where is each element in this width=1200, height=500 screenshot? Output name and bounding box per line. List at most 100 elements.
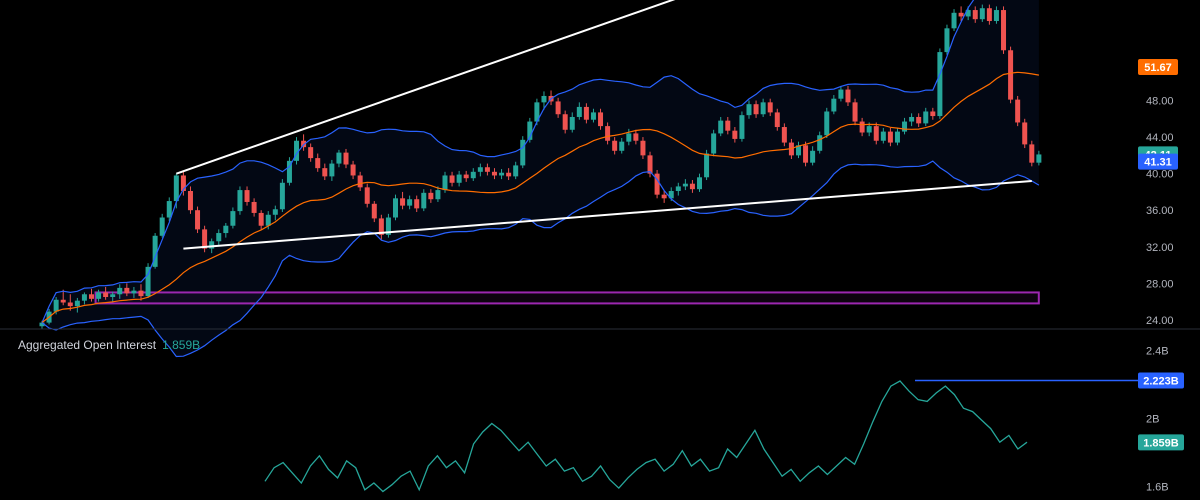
candle [527, 117, 533, 143]
candle [753, 100, 759, 118]
candle-body [697, 177, 703, 190]
candle [308, 143, 314, 162]
candle-body [166, 201, 172, 218]
candle-body [357, 175, 363, 188]
support-zone[interactable] [94, 291, 1040, 305]
candle [393, 194, 398, 221]
candle-body [951, 12, 957, 29]
candle-body [378, 218, 384, 235]
candle [880, 127, 886, 144]
candle [350, 160, 356, 180]
candle-body [301, 140, 307, 148]
oi-axis[interactable]: 1.6B 2B 2.4B 2.223B 1.859B [1138, 345, 1184, 493]
candle-body [661, 194, 667, 199]
candle [711, 129, 717, 157]
price-axis-tick-label: 32.00 [1146, 242, 1174, 254]
trendlines[interactable] [175, 0, 1032, 250]
candle [279, 179, 285, 213]
candle-body [520, 139, 526, 166]
candle-body [131, 290, 137, 294]
price-axis[interactable]: 24.00 28.00 32.00 36.00 40.00 44.00 48.00 51.67… [1138, 58, 1178, 327]
bollinger-bands [41, 0, 1040, 358]
candle-body [449, 175, 455, 183]
price-pane[interactable] [39, 0, 1042, 358]
candle-body [294, 140, 300, 161]
candle [887, 127, 893, 147]
candle [944, 24, 950, 55]
candle [760, 98, 766, 117]
bollinger-basis-line [41, 71, 1039, 324]
candle [894, 127, 900, 146]
candle [251, 198, 257, 217]
candle [428, 189, 434, 203]
candle [810, 146, 816, 166]
candle-body [640, 140, 646, 156]
candle [859, 117, 865, 137]
candle [110, 291, 116, 303]
candle [223, 222, 229, 238]
candle [1001, 6, 1007, 54]
candle-body [972, 10, 978, 20]
candle [60, 289, 66, 306]
candle [329, 159, 335, 181]
candle-body [711, 133, 717, 154]
candle [986, 4, 992, 25]
candle-body [902, 121, 908, 132]
candle-body [803, 145, 809, 163]
candle-body [845, 89, 851, 103]
candle-body [499, 172, 505, 176]
candle [555, 97, 561, 118]
candle [477, 163, 483, 177]
candle [1029, 140, 1035, 167]
candle-body [145, 266, 151, 297]
candle [74, 297, 80, 313]
candle [421, 189, 427, 212]
candle [152, 233, 158, 269]
candle [902, 117, 908, 135]
candle [124, 283, 130, 297]
candle-body [590, 112, 596, 120]
candle [873, 122, 879, 145]
candle-body [1036, 154, 1042, 163]
candle [732, 127, 738, 143]
candle [258, 210, 264, 230]
candle [824, 107, 830, 138]
candle-body [442, 175, 448, 191]
candle-body [838, 89, 844, 99]
candle-body [435, 190, 441, 200]
bollinger-fill-area [42, 0, 1039, 357]
candle-body [110, 294, 116, 298]
candle [520, 136, 526, 169]
candle [993, 6, 999, 24]
candle-body [393, 198, 398, 218]
support-zone-rect [94, 291, 1040, 305]
candle-body [74, 300, 80, 307]
price-tag-box [1138, 153, 1178, 170]
candle-body [463, 174, 469, 179]
price-axis-tick-label: 28.00 [1146, 278, 1174, 290]
trendline [175, 0, 676, 175]
candle-body [583, 106, 589, 120]
candle-body [414, 199, 420, 209]
candle [315, 153, 321, 172]
candle-body [626, 133, 632, 142]
candle-body [739, 115, 745, 139]
candle [746, 100, 752, 119]
open-interest-pane[interactable] [264, 379, 1138, 493]
price-tag-label: 51.67 [1144, 62, 1172, 74]
candle [725, 116, 731, 135]
candle-body [958, 12, 964, 17]
candle [1008, 46, 1014, 104]
candle-body [810, 150, 816, 163]
candle [803, 141, 809, 167]
candle [407, 195, 413, 210]
candle [590, 108, 596, 123]
candle-body [124, 287, 130, 294]
candle [583, 103, 589, 124]
candle-body [767, 102, 773, 113]
candle [972, 6, 978, 23]
candle [159, 213, 165, 238]
candle-body [930, 111, 936, 117]
candle-body [562, 114, 568, 130]
